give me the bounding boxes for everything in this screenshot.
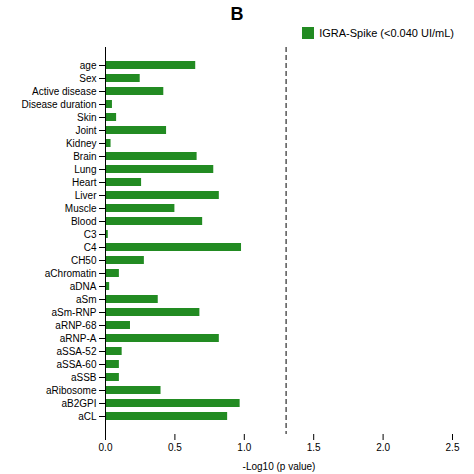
svg-text:Heart: Heart [72,177,97,188]
svg-text:CH50: CH50 [71,255,97,266]
svg-text:1.0: 1.0 [237,442,251,453]
svg-text:C3: C3 [84,229,97,240]
html-text:B: B [230,4,244,24]
svg-text:aSSA-52: aSSA-52 [56,346,96,357]
svg-text:C4: C4 [84,242,97,253]
svg-text:0.0: 0.0 [99,442,113,453]
svg-text:2.5: 2.5 [446,442,460,453]
svg-text:aRNP-A: aRNP-A [60,333,97,344]
svg-text:aSSA-60: aSSA-60 [56,359,96,370]
svg-text:Lung: Lung [74,164,96,175]
svg-text:aRNP-68: aRNP-68 [55,320,97,331]
svg-text:aSm-RNP: aSm-RNP [51,307,96,318]
svg-text:Liver: Liver [75,190,97,201]
svg-text:2.0: 2.0 [376,442,390,453]
svg-text:aCL: aCL [78,411,97,422]
svg-text:0.5: 0.5 [168,442,182,453]
svg-text:Active disease: Active disease [32,86,97,97]
svg-text:aRibosome: aRibosome [46,385,97,396]
svg-text:Disease duration: Disease duration [21,99,96,110]
svg-text:Kidney: Kidney [66,138,97,149]
svg-text:age: age [80,60,97,71]
html-text:IGRA-Spike (<0.040 UI/mL): IGRA-Spike (<0.040 UI/mL) [319,27,454,39]
svg-text:Brain: Brain [73,151,96,162]
svg-text:aDNA: aDNA [70,281,97,292]
svg-text:Muscle: Muscle [65,203,97,214]
svg-text:aB2GPI: aB2GPI [61,398,96,409]
svg-text:aChromatin: aChromatin [45,268,97,279]
svg-text:aSSB: aSSB [71,372,97,383]
svg-text:Sex: Sex [79,73,96,84]
svg-text:Skin: Skin [77,112,96,123]
svg-text:1.5: 1.5 [307,442,321,453]
svg-text:aSm: aSm [76,294,97,305]
svg-text:Blood: Blood [71,216,97,227]
svg-text:-Log10 (p value): -Log10 (p value) [243,461,316,472]
svg-text:Joint: Joint [75,125,96,136]
